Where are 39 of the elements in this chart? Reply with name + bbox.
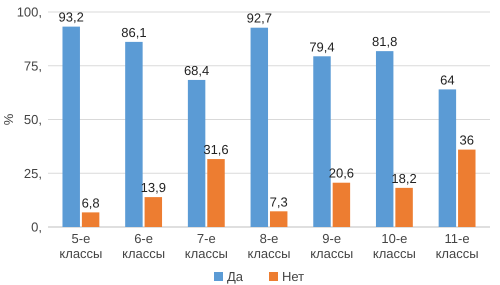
bar xyxy=(207,159,225,227)
data-label: 92,7 xyxy=(246,10,272,26)
bar xyxy=(82,212,100,227)
legend-label: Нет xyxy=(282,269,304,284)
data-label: 36 xyxy=(460,132,474,148)
bar xyxy=(62,26,80,227)
x-tick-label: 8-е классы xyxy=(248,231,290,261)
x-tick-label: 9-е классы xyxy=(310,231,354,261)
data-label: 81,8 xyxy=(372,34,398,50)
legend-label: Да xyxy=(227,269,244,284)
x-tick-label: 11-е классы xyxy=(436,231,479,261)
bar xyxy=(125,42,143,227)
data-label: 64 xyxy=(440,72,455,88)
data-label: 6,8 xyxy=(82,195,100,210)
y-tick-label: 0, xyxy=(31,220,42,235)
y-axis-title: % xyxy=(1,113,16,126)
data-label: 79,4 xyxy=(309,39,335,54)
bar xyxy=(395,188,413,227)
bar xyxy=(188,80,206,227)
data-label: 68,4 xyxy=(184,62,210,78)
x-tick-label: 10-е классы xyxy=(372,231,416,261)
bar xyxy=(250,28,268,227)
data-label: 7,3 xyxy=(270,194,288,210)
y-tick-label: 50, xyxy=(24,112,42,128)
bar xyxy=(144,197,162,227)
y-tick-label: 100, xyxy=(16,4,42,20)
x-tick-label: 7-е классы xyxy=(184,231,228,261)
x-tick-label: 6-е классы xyxy=(122,231,166,261)
bar xyxy=(376,51,394,227)
y-tick-label: 25, xyxy=(24,166,42,181)
bar xyxy=(458,150,476,227)
data-label: 86,1 xyxy=(121,24,147,40)
data-label: 93,2 xyxy=(58,10,84,25)
x-tick-label: 5-е классы xyxy=(59,231,102,261)
bar xyxy=(313,56,331,227)
y-tick-label: 75, xyxy=(24,58,42,74)
bar xyxy=(438,89,456,227)
bar xyxy=(332,182,350,227)
bar xyxy=(270,211,288,227)
